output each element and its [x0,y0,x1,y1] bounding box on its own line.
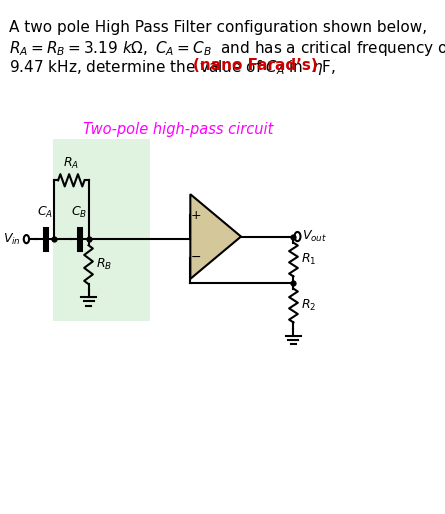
Text: $R_A = R_B = 3.19\ k\Omega,\ C_A = C_B$  and has a critical frequency of: $R_A = R_B = 3.19\ k\Omega,\ C_A = C_B$ … [9,39,445,58]
Text: $R_A$: $R_A$ [63,156,79,171]
Text: $R_2$: $R_2$ [301,298,316,313]
Text: $C_A$: $C_A$ [37,205,53,219]
Text: +: + [191,209,202,222]
Text: A two pole High Pass Filter configuration shown below,: A two pole High Pass Filter configuratio… [9,21,427,35]
Text: Two-pole high-pass circuit: Two-pole high-pass circuit [83,122,274,137]
Polygon shape [190,194,241,279]
Text: $R_B$: $R_B$ [96,257,112,272]
Bar [53,139,150,321]
Text: $R_1$: $R_1$ [301,252,316,267]
Text: $C_B$: $C_B$ [71,205,88,219]
Text: (nano Farad’s): (nano Farad’s) [193,58,318,73]
Text: −: − [191,251,201,264]
Text: $V_{in}$: $V_{in}$ [4,232,21,247]
Text: 9.47 kHz, determine the value of $C_A$ in  $\eta$F,: 9.47 kHz, determine the value of $C_A$ i… [9,58,342,77]
Text: $V_{out}$: $V_{out}$ [302,229,327,244]
